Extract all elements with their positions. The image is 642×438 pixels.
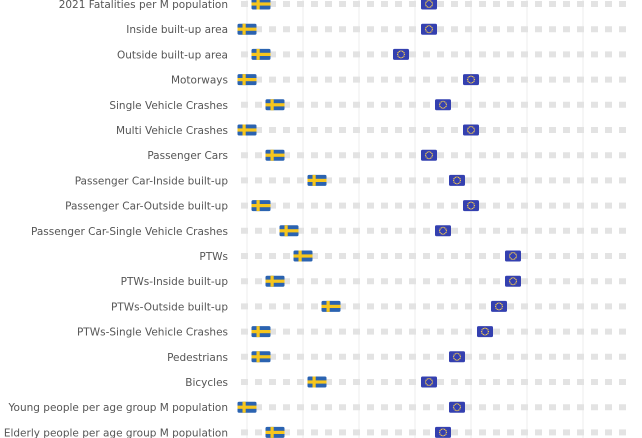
row-label: Pedestrians xyxy=(167,352,228,364)
row-label: Inside built-up area xyxy=(126,24,228,36)
sweden-flag-icon xyxy=(265,149,285,161)
chart-row: Young people per age group M population xyxy=(8,401,632,414)
sweden-flag-icon xyxy=(237,401,257,413)
row-label: Passenger Car-Inside built-up xyxy=(75,175,229,187)
row-label: PTWs-Single Vehicle Crashes xyxy=(77,327,228,339)
chart-row: Elderly people per age group M populatio… xyxy=(4,426,632,438)
chart-row: PTWs-Single Vehicle Crashes xyxy=(77,326,632,339)
gridlines xyxy=(246,0,584,438)
chart-row: Inside built-up area xyxy=(126,23,632,36)
chart-row: Passenger Car-Single Vehicle Crashes xyxy=(31,225,632,238)
row-label: Passenger Cars xyxy=(147,150,228,162)
row-label: Outside built-up area xyxy=(117,49,228,61)
eu-flag-icon xyxy=(463,200,479,212)
sweden-flag-icon xyxy=(307,174,327,186)
chart-row: Passenger Cars xyxy=(147,149,632,162)
sweden-flag-icon xyxy=(265,275,285,287)
sweden-flag-icon xyxy=(237,23,257,35)
sweden-flag-icon xyxy=(251,351,271,363)
sweden-flag-icon xyxy=(251,0,271,10)
sweden-flag-icon xyxy=(279,225,299,237)
eu-flag-icon xyxy=(449,351,465,363)
eu-flag-icon xyxy=(449,401,465,413)
row-label: Motorways xyxy=(171,75,228,87)
eu-flag-icon xyxy=(449,174,465,186)
chart-row: PTWs xyxy=(199,250,632,263)
eu-flag-icon xyxy=(505,275,521,287)
eu-flag-icon xyxy=(491,300,507,312)
chart-row: Outside built-up area xyxy=(117,48,632,61)
row-label: Bicycles xyxy=(185,377,228,389)
sweden-flag-icon xyxy=(265,99,285,111)
row-label: PTWs xyxy=(199,251,228,263)
sweden-flag-icon xyxy=(237,74,257,86)
chart-row: Motorways xyxy=(171,74,632,87)
eu-flag-icon xyxy=(435,426,451,438)
chart-row: Multi Vehicle Crashes xyxy=(116,124,632,137)
row-label: Elderly people per age group M populatio… xyxy=(4,427,228,438)
eu-flag-icon xyxy=(463,74,479,86)
sweden-flag-icon xyxy=(265,426,285,438)
chart-row: Passenger Car-Outside built-up xyxy=(65,200,632,213)
sweden-flag-icon xyxy=(251,48,271,60)
sweden-flag-icon xyxy=(293,250,313,262)
eu-flag-icon xyxy=(393,48,409,60)
chart-row: Passenger Car-Inside built-up xyxy=(75,174,632,187)
chart-row: 2021 Fatalities per M population xyxy=(59,0,632,11)
eu-flag-icon xyxy=(505,250,521,262)
eu-flag-icon xyxy=(421,0,437,10)
sweden-flag-icon xyxy=(237,124,257,136)
row-label: Single Vehicle Crashes xyxy=(109,100,228,112)
eu-flag-icon xyxy=(421,149,437,161)
row-label: PTWs-Outside built-up xyxy=(111,301,228,313)
row-label: PTWs-Inside built-up xyxy=(121,276,229,288)
sweden-flag-icon xyxy=(307,376,327,388)
eu-flag-icon xyxy=(421,23,437,35)
row-label: Multi Vehicle Crashes xyxy=(116,125,228,137)
eu-flag-icon xyxy=(435,225,451,237)
row-label: Passenger Car-Single Vehicle Crashes xyxy=(31,226,228,238)
sweden-flag-icon xyxy=(251,200,271,212)
chart-row: Single Vehicle Crashes xyxy=(109,99,632,112)
row-label: Passenger Car-Outside built-up xyxy=(65,201,228,213)
eu-flag-icon xyxy=(463,124,479,136)
chart-row: Pedestrians xyxy=(167,351,632,364)
chart-row: PTWs-Inside built-up xyxy=(121,275,632,288)
row-label: 2021 Fatalities per M population xyxy=(59,0,228,11)
eu-flag-icon xyxy=(421,376,437,388)
eu-flag-icon xyxy=(435,99,451,111)
row-label: Young people per age group M population xyxy=(8,402,228,414)
sweden-flag-icon xyxy=(251,326,271,338)
chart-row: PTWs-Outside built-up xyxy=(111,300,632,313)
chart-row: Bicycles xyxy=(185,376,632,389)
eu-flag-icon xyxy=(477,326,493,338)
sweden-flag-icon xyxy=(321,300,341,312)
